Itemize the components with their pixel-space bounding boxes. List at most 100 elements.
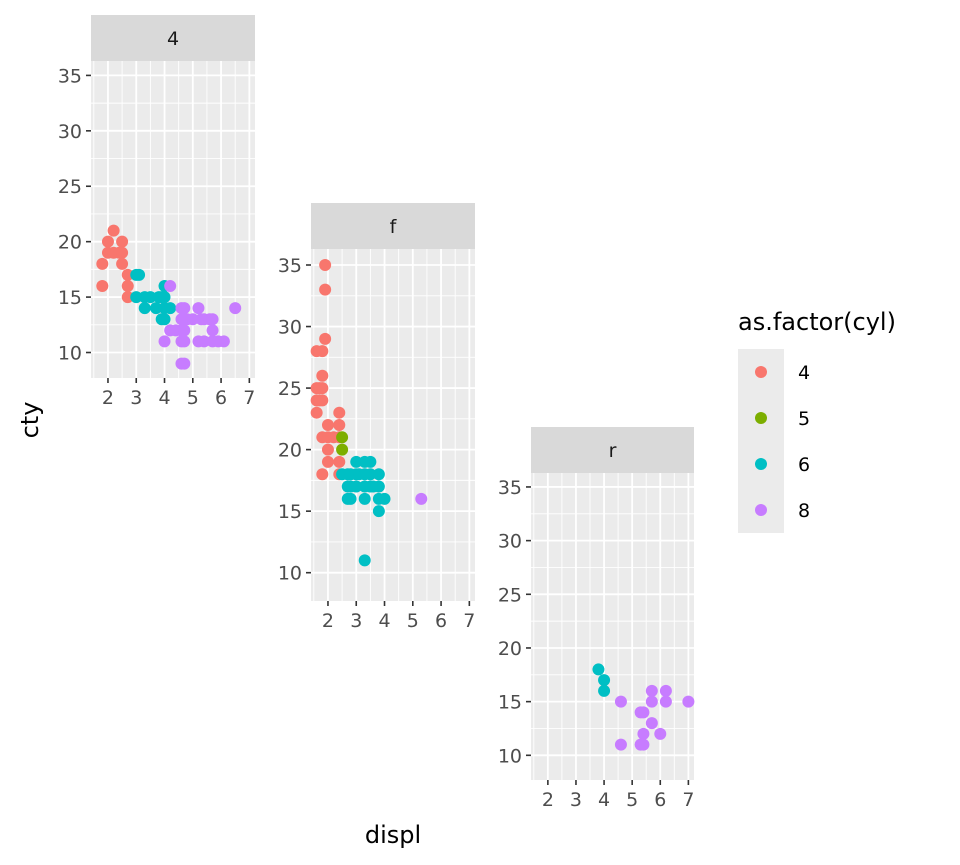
- data-point-cyl-8: [217, 335, 230, 348]
- x-tick-label: 3: [130, 387, 142, 409]
- data-point-cyl-4: [319, 259, 332, 271]
- data-point-cyl-8: [659, 684, 672, 697]
- x-tick-label: 6: [654, 789, 666, 811]
- y-tick-label: 10: [498, 745, 522, 767]
- y-tick-label: 20: [278, 440, 302, 462]
- y-tick-label: 35: [498, 477, 522, 499]
- data-point-cyl-8: [178, 302, 191, 315]
- legend-label-cyl-4: 4: [798, 362, 810, 384]
- x-tick-label: 6: [435, 610, 447, 632]
- facet-strip-label: 4: [167, 28, 179, 50]
- data-point-cyl-8: [637, 727, 650, 740]
- data-point-cyl-6: [358, 554, 371, 567]
- data-point-cyl-6: [372, 468, 385, 481]
- data-point-cyl-8: [614, 695, 627, 708]
- x-tick-label: 7: [243, 387, 255, 409]
- data-point-cyl-4: [333, 419, 346, 431]
- y-tick-label: 35: [58, 65, 82, 87]
- y-tick-label: 20: [58, 232, 82, 254]
- data-point-cyl-4: [116, 246, 129, 259]
- legend-label-cyl-5: 5: [798, 408, 810, 430]
- data-point-cyl-4: [321, 419, 334, 431]
- y-tick-label: 10: [58, 343, 82, 365]
- data-point-cyl-8: [654, 727, 667, 740]
- data-point-cyl-6: [344, 492, 357, 505]
- data-point-cyl-6: [164, 302, 177, 315]
- data-point-cyl-4: [316, 468, 329, 481]
- data-point-cyl-6: [598, 674, 611, 687]
- data-point-cyl-6: [158, 313, 171, 326]
- legend-key-background: [738, 349, 784, 533]
- legend-label-cyl-6: 6: [798, 454, 810, 476]
- data-point-cyl-4: [121, 280, 134, 293]
- data-point-cyl-8: [178, 324, 191, 337]
- data-point-cyl-6: [350, 480, 363, 493]
- y-tick-label: 15: [278, 501, 302, 523]
- y-tick-label: 20: [498, 638, 522, 660]
- data-point-cyl-8: [206, 313, 219, 326]
- data-point-cyl-6: [150, 302, 163, 315]
- data-point-cyl-4: [121, 291, 134, 304]
- y-tick-label: 30: [278, 317, 302, 339]
- data-point-cyl-6: [138, 302, 151, 315]
- data-point-cyl-4: [321, 455, 334, 468]
- facet-strip-label: r: [609, 440, 617, 462]
- data-point-cyl-5: [336, 443, 349, 456]
- y-tick-label: 30: [498, 531, 522, 553]
- data-point-cyl-6: [144, 291, 157, 304]
- panel-background: [531, 473, 694, 780]
- data-point-cyl-8: [186, 313, 199, 326]
- facet-strip: [531, 427, 694, 473]
- data-point-cyl-6: [378, 492, 391, 505]
- data-point-cyl-4: [116, 235, 129, 248]
- data-point-cyl-8: [198, 335, 211, 348]
- data-point-cyl-6: [130, 291, 143, 304]
- data-point-cyl-8: [229, 302, 242, 315]
- data-point-cyl-6: [372, 505, 385, 518]
- data-point-cyl-8: [178, 357, 191, 370]
- x-tick-label: 2: [102, 387, 114, 409]
- data-point-cyl-6: [358, 492, 371, 505]
- data-point-cyl-6: [372, 480, 385, 493]
- y-tick-label: 10: [278, 563, 302, 585]
- x-tick-label: 5: [626, 789, 638, 811]
- data-point-cyl-8: [637, 706, 650, 719]
- facet-panel-f: f 2 3 4 5 6 7 10 15 20 25 30 35: [278, 203, 475, 632]
- data-point-cyl-4: [321, 443, 334, 456]
- y-tick-label: 30: [58, 121, 82, 143]
- data-point-cyl-8: [158, 335, 171, 348]
- data-point-cyl-5: [336, 431, 349, 444]
- data-point-cyl-8: [192, 302, 205, 315]
- x-tick-label: 3: [570, 789, 582, 811]
- y-tick-label: 15: [498, 692, 522, 714]
- data-point-cyl-4: [316, 394, 329, 407]
- data-point-cyl-8: [178, 335, 191, 348]
- legend: as.factor(cyl) 4 5 6 8: [738, 308, 896, 533]
- facet-strip-label: f: [390, 216, 398, 238]
- data-point-cyl-4: [316, 345, 329, 358]
- data-point-cyl-8: [682, 695, 695, 708]
- x-tick-label: 7: [463, 610, 475, 632]
- data-point-cyl-4: [101, 235, 114, 248]
- data-point-cyl-4: [319, 332, 332, 345]
- data-point-cyl-8: [614, 738, 627, 751]
- y-tick-label: 25: [58, 176, 82, 198]
- x-tick-label: 5: [187, 387, 199, 409]
- x-tick-label: 7: [682, 789, 694, 811]
- data-point-cyl-4: [316, 369, 329, 382]
- data-point-cyl-4: [121, 268, 134, 281]
- facet-strip: [311, 203, 475, 249]
- data-point-cyl-8: [637, 738, 650, 751]
- data-point-cyl-4: [107, 224, 120, 237]
- x-tick-label: 4: [158, 387, 170, 409]
- data-point-cyl-8: [659, 695, 672, 708]
- legend-key-cyl-8: [755, 504, 767, 516]
- data-point-cyl-8: [645, 717, 658, 730]
- data-point-cyl-4: [116, 257, 129, 270]
- data-point-cyl-8: [645, 695, 658, 708]
- data-point-cyl-4: [333, 455, 346, 468]
- legend-items: 4 5 6 8: [755, 362, 810, 522]
